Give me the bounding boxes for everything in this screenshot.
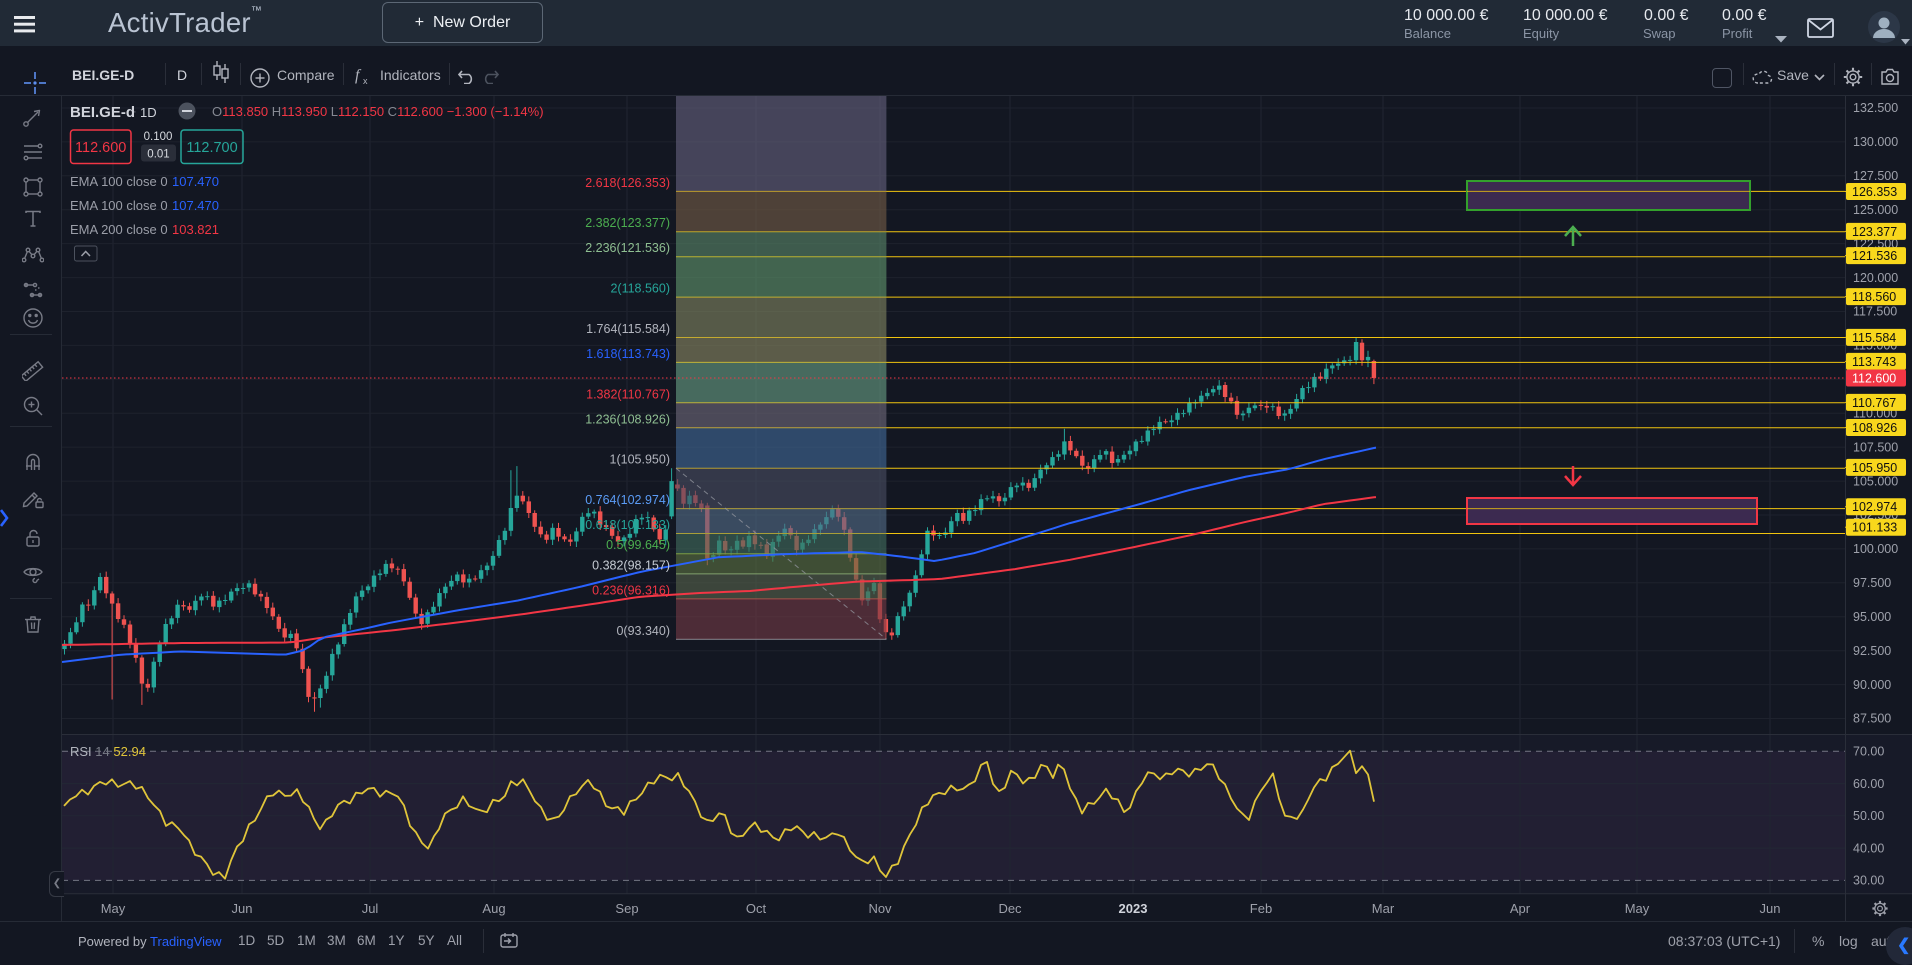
svg-text:70.00: 70.00 bbox=[1853, 745, 1884, 759]
svg-text:95.000: 95.000 bbox=[1853, 610, 1891, 624]
svg-text:2(118.560): 2(118.560) bbox=[610, 282, 670, 296]
svg-text:Aug: Aug bbox=[482, 901, 505, 916]
svg-text:130.000: 130.000 bbox=[1853, 135, 1898, 149]
svg-text:97.500: 97.500 bbox=[1853, 576, 1891, 590]
svg-text:87.500: 87.500 bbox=[1853, 712, 1891, 726]
svg-text:1(105.950): 1(105.950) bbox=[610, 453, 670, 467]
svg-text:EMA 100 close 0 107.470: EMA 100 close 0 107.470 bbox=[70, 174, 219, 189]
svg-text:92.500: 92.500 bbox=[1853, 644, 1891, 658]
svg-text:x: x bbox=[363, 76, 368, 85]
svg-text:112.600: 112.600 bbox=[1852, 371, 1896, 385]
svg-text:105.950: 105.950 bbox=[1852, 461, 1897, 475]
svg-text:1.236(108.926): 1.236(108.926) bbox=[585, 412, 670, 426]
svg-text:105.000: 105.000 bbox=[1853, 474, 1898, 488]
svg-text:60.00: 60.00 bbox=[1853, 777, 1884, 791]
svg-text:f: f bbox=[355, 67, 362, 84]
svg-text:100.000: 100.000 bbox=[1853, 542, 1898, 556]
svg-text:30.00: 30.00 bbox=[1853, 874, 1884, 888]
svg-text:Jun: Jun bbox=[1760, 901, 1781, 916]
svg-text:125.000: 125.000 bbox=[1853, 203, 1898, 217]
svg-text:Sep: Sep bbox=[615, 901, 638, 916]
svg-text:2.618(126.353): 2.618(126.353) bbox=[585, 176, 670, 190]
svg-text:O113.850 H113.950 L112.150 C11: O113.850 H113.950 L112.150 C112.600 −1.3… bbox=[212, 104, 544, 119]
svg-text:Jul: Jul bbox=[362, 901, 379, 916]
svg-text:RSI 14 52.94: RSI 14 52.94 bbox=[70, 744, 146, 759]
svg-text:Feb: Feb bbox=[1250, 901, 1272, 916]
svg-text:0.382(98.157): 0.382(98.157) bbox=[592, 558, 670, 572]
svg-text:Apr: Apr bbox=[1510, 901, 1531, 916]
svg-text:May: May bbox=[1625, 901, 1650, 916]
svg-text:121.536: 121.536 bbox=[1852, 249, 1897, 263]
svg-text:2.236(121.536): 2.236(121.536) bbox=[585, 241, 670, 255]
svg-text:123.377: 123.377 bbox=[1852, 225, 1897, 239]
svg-text:Oct: Oct bbox=[746, 901, 767, 916]
svg-text:107.500: 107.500 bbox=[1853, 440, 1898, 454]
svg-text:110.767: 110.767 bbox=[1852, 396, 1896, 410]
svg-text:Mar: Mar bbox=[1372, 901, 1395, 916]
svg-text:0.100: 0.100 bbox=[144, 131, 173, 143]
svg-text:50.00: 50.00 bbox=[1853, 809, 1884, 823]
svg-text:117.500: 117.500 bbox=[1853, 305, 1897, 319]
svg-text:EMA 100 close 0 107.470: EMA 100 close 0 107.470 bbox=[70, 198, 219, 213]
svg-text:132.500: 132.500 bbox=[1853, 101, 1898, 115]
svg-text:1.764(115.584): 1.764(115.584) bbox=[586, 322, 670, 336]
svg-text:1.382(110.767): 1.382(110.767) bbox=[586, 387, 670, 401]
svg-text:2023: 2023 bbox=[1119, 901, 1148, 916]
svg-text:BEI.GE-d: BEI.GE-d bbox=[70, 104, 135, 121]
svg-text:112.600: 112.600 bbox=[75, 140, 126, 156]
svg-text:90.000: 90.000 bbox=[1853, 678, 1891, 692]
svg-text:·: · bbox=[133, 106, 137, 118]
svg-text:0.5(99.645): 0.5(99.645) bbox=[606, 538, 670, 552]
svg-text:118.560: 118.560 bbox=[1852, 290, 1896, 304]
svg-text:108.926: 108.926 bbox=[1852, 421, 1897, 435]
svg-text:0.618(101.133): 0.618(101.133) bbox=[585, 518, 670, 532]
svg-text:113.743: 113.743 bbox=[1852, 355, 1896, 369]
svg-text:May: May bbox=[101, 901, 126, 916]
svg-text:Nov: Nov bbox=[868, 901, 892, 916]
svg-text:101.133: 101.133 bbox=[1852, 521, 1897, 535]
svg-text:127.500: 127.500 bbox=[1853, 169, 1898, 183]
svg-text:115.584: 115.584 bbox=[1852, 331, 1896, 345]
svg-text:0(93.340): 0(93.340) bbox=[616, 624, 670, 638]
svg-text:0.01: 0.01 bbox=[147, 149, 169, 161]
svg-text:1.618(113.743): 1.618(113.743) bbox=[586, 347, 670, 361]
svg-text:1D: 1D bbox=[140, 105, 157, 120]
svg-text:0.236(96.316): 0.236(96.316) bbox=[592, 583, 670, 597]
svg-text:126.353: 126.353 bbox=[1852, 185, 1897, 199]
svg-text:120.000: 120.000 bbox=[1853, 271, 1898, 285]
svg-text:2.382(123.377): 2.382(123.377) bbox=[585, 216, 670, 230]
svg-text:Dec: Dec bbox=[998, 901, 1022, 916]
svg-text:EMA 200 close 0 103.821: EMA 200 close 0 103.821 bbox=[70, 222, 219, 237]
svg-text:40.00: 40.00 bbox=[1853, 841, 1884, 855]
svg-text:0.764(102.974): 0.764(102.974) bbox=[585, 493, 670, 507]
svg-text:102.974: 102.974 bbox=[1852, 500, 1897, 514]
svg-text:Jun: Jun bbox=[232, 901, 253, 916]
svg-text:112.700: 112.700 bbox=[186, 140, 237, 156]
